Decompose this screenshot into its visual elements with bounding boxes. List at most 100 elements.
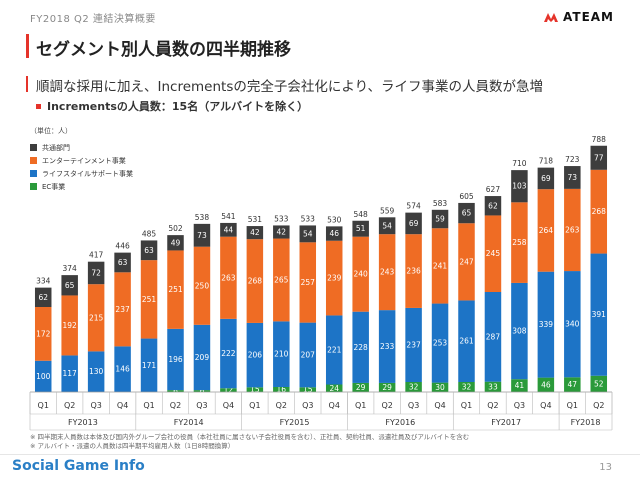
bar-label-entertainment: 192 xyxy=(63,321,78,330)
bar-label-ec: 46 xyxy=(541,380,551,389)
stacked-bar-chart: 100 172 62 334 Q1 117 192 65 374 Q2 130 215 72 417 Q3 1… xyxy=(29,135,613,431)
bar-label-entertainment: 172 xyxy=(36,329,51,338)
footnote-2: ※ アルバイト・派遣の人員数は四半期平均雇用人数（1日8時間換算） xyxy=(30,442,235,450)
bar-label-entertainment: 251 xyxy=(168,285,183,294)
bar-label-entertainment: 236 xyxy=(406,267,421,276)
bar-label-entertainment: 263 xyxy=(565,225,580,234)
bar-label-lifestyle: 222 xyxy=(221,349,236,358)
bar-segment-ec xyxy=(378,382,396,392)
bar-segment-entertainment xyxy=(431,228,449,304)
quarter-tick-label: Q1 xyxy=(249,401,260,410)
bar-label-lifestyle: 196 xyxy=(168,355,183,364)
bar-label-ec: 29 xyxy=(382,383,392,392)
bar-label-common: 72 xyxy=(91,268,101,277)
bar-label-common: 73 xyxy=(568,173,578,182)
total-label: 710 xyxy=(512,159,527,168)
bar-segment-lifestyle xyxy=(431,303,449,383)
bar-label-lifestyle: 171 xyxy=(142,361,157,370)
bar-segment-entertainment xyxy=(590,169,608,254)
bar-label-ec: 15 xyxy=(250,385,260,394)
bar-segment-entertainment xyxy=(537,189,555,272)
total-label: 417 xyxy=(89,251,104,260)
bar-label-common: 65 xyxy=(462,209,472,218)
page-number: 13 xyxy=(599,462,612,473)
bar-segment-lifestyle xyxy=(114,346,131,392)
bar-segment-common xyxy=(34,287,52,307)
bar-label-lifestyle: 308 xyxy=(512,327,527,336)
legend-item-common: 共通部門 xyxy=(30,141,133,154)
bar-segment-lifestyle xyxy=(299,322,317,388)
bar-label-lifestyle: 340 xyxy=(565,320,580,329)
bar-label-lifestyle: 391 xyxy=(592,310,607,319)
quarter-tick-label: Q3 xyxy=(302,401,313,410)
bar-label-common: 69 xyxy=(409,219,419,228)
bar-label-ec: 12 xyxy=(224,386,234,395)
bar-label-entertainment: 268 xyxy=(248,277,263,286)
bar-label-lifestyle: 261 xyxy=(459,337,474,346)
bar-label-entertainment: 258 xyxy=(512,238,527,247)
bar-segment-ec xyxy=(352,382,369,392)
total-label: 723 xyxy=(565,155,580,164)
bar-segment-common xyxy=(87,261,105,285)
bar-segment-entertainment xyxy=(564,188,581,272)
bar-label-entertainment: 251 xyxy=(142,295,157,304)
total-label: 531 xyxy=(248,215,263,224)
bar-label-ec: 30 xyxy=(435,383,445,392)
bar-label-entertainment: 239 xyxy=(327,274,342,283)
total-label: 502 xyxy=(168,224,183,233)
bar-segment-entertainment xyxy=(273,238,290,322)
quarter-tick-label: Q4 xyxy=(117,401,128,410)
bar-label-lifestyle: 146 xyxy=(115,365,130,374)
legend-label-common: 共通部門 xyxy=(42,143,70,152)
ateam-logo-icon xyxy=(544,13,559,22)
bar-segment-entertainment xyxy=(87,284,105,352)
bar-segment-ec xyxy=(325,384,343,392)
bar-label-lifestyle: 287 xyxy=(486,332,501,341)
total-label: 374 xyxy=(63,264,78,273)
bullet-text: Incrementsの人員数：15名（アルバイトを除く） xyxy=(47,100,309,113)
bar-segment-common xyxy=(564,166,581,189)
subtitle: 順調な採用に加え、Incrementsの完全子会社化により、ライフ事業の人員数が… xyxy=(36,79,544,95)
bar-label-lifestyle: 253 xyxy=(433,339,448,348)
legend-swatch-lifestyle xyxy=(30,170,37,177)
bar-label-common: 63 xyxy=(118,258,128,267)
total-label: 538 xyxy=(195,213,210,222)
bar-label-common: 46 xyxy=(329,229,339,238)
total-label: 530 xyxy=(327,215,342,224)
bar-segment-lifestyle xyxy=(34,360,52,392)
footer-divider xyxy=(0,454,640,455)
bar-segment-common xyxy=(220,222,237,237)
fiscal-year-label: FY2013 xyxy=(68,418,98,427)
bar-label-entertainment: 240 xyxy=(354,270,369,279)
legend-swatch-common xyxy=(30,144,37,151)
footnote-1: ※ 四半期末人員数は本体及び国内外グループ会社の役員（本社社員に属さない子会社役… xyxy=(30,433,470,441)
bar-label-lifestyle: 233 xyxy=(380,342,395,351)
bar-label-ec: 52 xyxy=(594,379,604,388)
title-accent-bar xyxy=(26,34,29,58)
legend-swatch-entertainment xyxy=(30,157,37,164)
bar-label-common: 42 xyxy=(277,228,287,237)
bar-label-entertainment: 268 xyxy=(592,207,607,216)
bar-segment-common xyxy=(378,217,396,235)
bar-segment-common xyxy=(61,275,78,296)
bar-label-ec: 6 xyxy=(173,387,178,396)
total-label: 334 xyxy=(36,277,51,286)
bar-segment-lifestyle xyxy=(405,307,422,382)
bar-segment-lifestyle xyxy=(193,324,211,391)
quarter-tick-label: Q2 xyxy=(593,401,604,410)
footnotes: ※ 四半期末人員数は本体及び国内外グループ会社の役員（本社社員に属さない子会社役… xyxy=(30,433,469,451)
quarter-tick-label: Q1 xyxy=(567,401,578,410)
bar-segment-lifestyle xyxy=(61,355,78,392)
bar-segment-common xyxy=(458,202,475,224)
bar-segment-entertainment xyxy=(193,246,211,325)
bar-segment-lifestyle xyxy=(564,271,581,378)
bar-segment-lifestyle xyxy=(167,328,184,391)
bar-segment-lifestyle xyxy=(537,271,555,378)
bar-segment-common xyxy=(273,225,290,239)
bar-segment-entertainment xyxy=(299,242,317,323)
bar-label-common: 54 xyxy=(303,229,313,238)
quarter-tick-label: Q2 xyxy=(64,401,75,410)
total-label: 533 xyxy=(301,214,316,223)
bar-label-entertainment: 245 xyxy=(486,249,501,258)
bar-segment-common xyxy=(484,196,502,216)
